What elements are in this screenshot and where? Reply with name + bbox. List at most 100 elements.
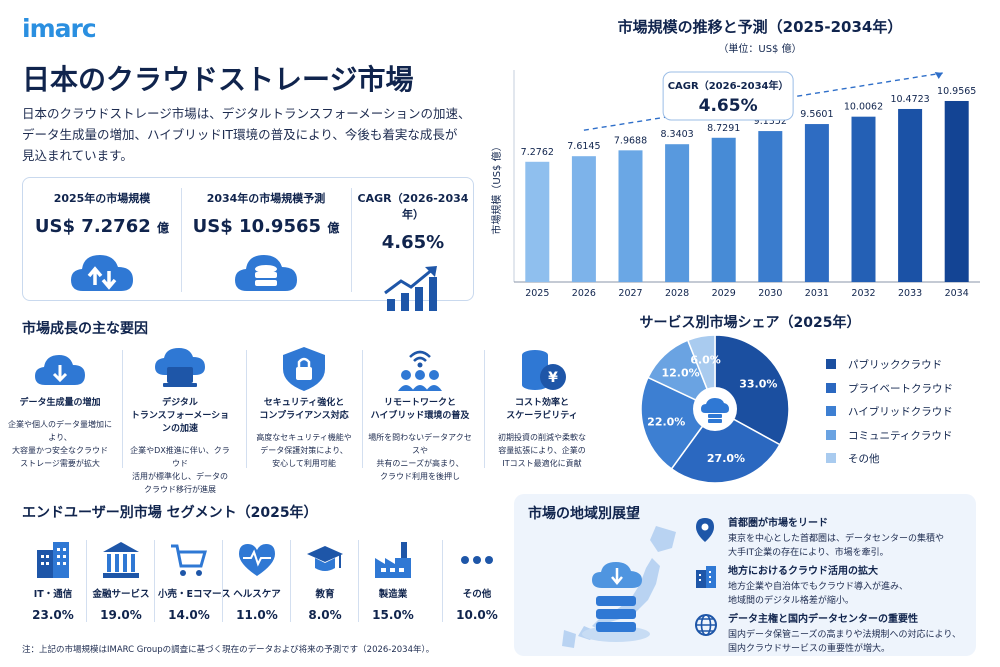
segment-value: 11.0% bbox=[236, 608, 278, 622]
driver-desc: 場所を問わないデータアクセスや 共有のニーズが高まり、 クラウド利用を後押し bbox=[368, 431, 472, 483]
cloud-laptop-icon bbox=[128, 345, 232, 391]
cloud-icon bbox=[701, 398, 729, 413]
kpi-number: US$ 7.2762 bbox=[34, 216, 151, 237]
driver-desc: 高度なセキュリティ機能や データ保護対策により、 安心して利用可能 bbox=[252, 431, 356, 470]
intro-line: 日本のクラウドストレージ市場は、デジタルトランスフォーメーションの加速、 bbox=[22, 106, 471, 121]
kpi-value: US$ 10.9565 億 bbox=[181, 216, 351, 237]
intro-line: データ生成量の増加、ハイブリッドIT環境の普及により、今後も着実な成長が bbox=[22, 127, 458, 142]
driver-desc: 初期投資の削減や柔軟な 容量拡張により、企業の ITコスト最適化に貢献 bbox=[490, 431, 594, 470]
driver-title-line: リモートワークと bbox=[383, 398, 456, 408]
intro-line: 見込まれています。 bbox=[22, 148, 133, 163]
segment-item: 金融サービス 19.0% bbox=[90, 540, 152, 622]
driver-item: データ生成量の増加企業や個人のデータ量増加により、 大容量かつ安全なクラウド ストレ… bbox=[8, 345, 112, 470]
driver-desc-line: 企業や個人のデータ量増加により、 bbox=[8, 420, 112, 442]
cagr-callout bbox=[662, 71, 794, 121]
segment-value: 10.0% bbox=[456, 608, 498, 622]
segment-divider bbox=[154, 540, 155, 622]
legend-item: パブリッククラウド bbox=[826, 357, 942, 372]
region-item-title: データ主権と国内データセンターの重要性 bbox=[728, 614, 918, 625]
region-desc-line: 国内データ保管ニーズの高まりや法規制への対応により、 bbox=[728, 630, 962, 640]
segments-heading: エンドユーザー別市場 セグメント（2025年） bbox=[22, 505, 318, 521]
bar-value-label: 7.2762 bbox=[521, 147, 554, 158]
bank-icon bbox=[90, 540, 152, 580]
globe-icon bbox=[694, 612, 718, 644]
shield-lock-icon bbox=[252, 345, 356, 391]
kpi-market-2034: 2034年の市場規模予測 US$ 10.9565 億 bbox=[181, 178, 351, 302]
kpi-value: US$ 7.2762 億 bbox=[23, 216, 181, 237]
office-building-icon bbox=[694, 564, 718, 596]
map-pin-icon bbox=[694, 516, 718, 548]
bar-value-label: 7.9688 bbox=[614, 135, 647, 146]
driver-title: デジタル トランスフォーメーションの加速 bbox=[128, 397, 232, 436]
region-item-desc: 地方企業や自治体でもクラウド導入が進み、 地域間のデジタル格差が縮小。 bbox=[728, 580, 972, 608]
x-tick-label: 2032 bbox=[851, 288, 875, 299]
bar-2031 bbox=[804, 124, 829, 282]
region-item: 首都圏が市場をリード東京を中心とした首都圏は、データセンターの集積や 大手IT企業… bbox=[728, 514, 972, 560]
database-icon bbox=[708, 414, 722, 418]
driver-title-line: スケーラビリティ bbox=[506, 411, 578, 421]
bar-2032 bbox=[851, 116, 876, 282]
intro-text: 日本のクラウドストレージ市場は、デジタルトランスフォーメーションの加速、 データ… bbox=[22, 103, 502, 166]
legend-item: その他 bbox=[826, 451, 880, 466]
region-item-title: 首都圏が市場をリード bbox=[728, 518, 828, 529]
bar-chart-unit: （単位：US$ 億） bbox=[718, 44, 802, 55]
cagr-callout-value: 4.65% bbox=[699, 96, 758, 116]
segment-item: IT・通信 23.0% bbox=[22, 540, 84, 622]
bar-value-label: 10.9565 bbox=[937, 86, 976, 97]
driver-title-line: コスト効率と bbox=[514, 398, 569, 408]
segment-value: 19.0% bbox=[100, 608, 142, 622]
x-tick-label: 2033 bbox=[898, 288, 922, 299]
legend-label: その他 bbox=[848, 453, 880, 465]
pie-slice-label: 27.0% bbox=[707, 452, 745, 465]
driver-desc: 企業やDX推進に伴い、クラウド 活用が標準化し、データの クラウド移行が進展 bbox=[128, 444, 232, 496]
legend-item: コミュニティクラウド bbox=[826, 428, 952, 443]
region-panel: 市場の地域別展望 首都圏が市場をリード 東京を中心とした首都圏は、データセンターの… bbox=[514, 494, 976, 656]
bar-value-label: 10.4723 bbox=[890, 94, 929, 105]
more-dots-icon bbox=[446, 540, 508, 580]
pie-slice-label: 22.0% bbox=[647, 416, 685, 429]
driver-divider bbox=[484, 350, 485, 468]
driver-desc-line: 安心して利用可能 bbox=[272, 459, 336, 468]
bar-chart-title: 市場規模の推移と予測（2025-2034年） bbox=[617, 18, 903, 36]
cagr-callout-label: CAGR（2026-2034年） bbox=[668, 79, 789, 92]
driver-desc-line: クラウド利用を後押し bbox=[380, 472, 460, 481]
driver-title-line: トランスフォーメーションの加速 bbox=[130, 411, 230, 434]
segment-item: 製造業 15.0% bbox=[362, 540, 424, 622]
driver-title-line: データ生成量の増加 bbox=[19, 398, 101, 408]
segment-label: 教育 bbox=[315, 589, 335, 600]
bar-value-label: 9.5601 bbox=[800, 109, 833, 120]
pie-slice-label: 6.0% bbox=[690, 354, 721, 367]
bar-value-label: 10.0062 bbox=[844, 102, 883, 113]
bar-2029 bbox=[711, 137, 736, 282]
pie-slice-label: 33.0% bbox=[739, 377, 777, 390]
driver-desc-line: 企業やDX推進に伴い、クラウド bbox=[130, 446, 230, 468]
bar-value-label: 8.7291 bbox=[707, 123, 740, 134]
bar-value-label: 7.6145 bbox=[567, 141, 600, 152]
driver-desc-line: 容量拡張により、企業の bbox=[498, 446, 586, 455]
segment-item: 教育 8.0% bbox=[294, 540, 356, 622]
x-tick-label: 2030 bbox=[758, 288, 782, 299]
driver-item: リモートワークと ハイブリッド環境の普及 場所を問わないデータアクセスや 共有のニーズ… bbox=[368, 345, 472, 483]
legend-item: プライベートクラウド bbox=[826, 381, 953, 396]
pie-slice bbox=[670, 408, 781, 484]
segment-label: 金融サービス bbox=[92, 589, 150, 600]
x-tick-label: 2034 bbox=[945, 288, 969, 299]
kpi-market-2025: 2025年の市場規模 US$ 7.2762 億 bbox=[23, 178, 181, 302]
segment-divider bbox=[358, 540, 359, 622]
segment-divider bbox=[222, 540, 223, 622]
region-desc-line: 地方企業や自治体でもクラウド導入が進み、 bbox=[728, 582, 909, 592]
legend-swatch bbox=[826, 406, 836, 416]
driver-item: セキュリティ強化と コンプライアンス対応 高度なセキュリティ機能や データ保護対策によ… bbox=[252, 345, 356, 470]
building-icon bbox=[22, 540, 84, 580]
region-item-desc: 東京を中心とした首都圏は、データセンターの集積や 大手IT企業の存在により、市場を… bbox=[728, 532, 972, 560]
footnote: 注：上記の市場規模はIMARC Groupの調査に基づく現在のデータおよび将来の… bbox=[22, 645, 435, 655]
driver-item: ¥ コスト効率と スケーラビリティ 初期投資の削減や柔軟な 容量拡張により、企業の ITコ… bbox=[490, 345, 594, 470]
legend-swatch bbox=[826, 429, 836, 440]
driver-desc: 企業や個人のデータ量増加により、 大容量かつ安全なクラウド ストレージ需要が拡大 bbox=[8, 418, 112, 470]
driver-desc-line: 活用が標準化し、データの bbox=[132, 472, 228, 481]
segment-item: その他 10.0% bbox=[446, 540, 508, 622]
kpi-title: CAGR（2026-2034年） bbox=[357, 192, 469, 221]
region-item: 地方におけるクラウド活用の拡大 地方企業や自治体でもクラウド導入が進み、 地域間のデ… bbox=[728, 562, 972, 608]
japan-map-illustration bbox=[562, 526, 676, 648]
region-desc-line: 東京を中心とした首都圏は、データセンターの集積や bbox=[728, 534, 945, 544]
